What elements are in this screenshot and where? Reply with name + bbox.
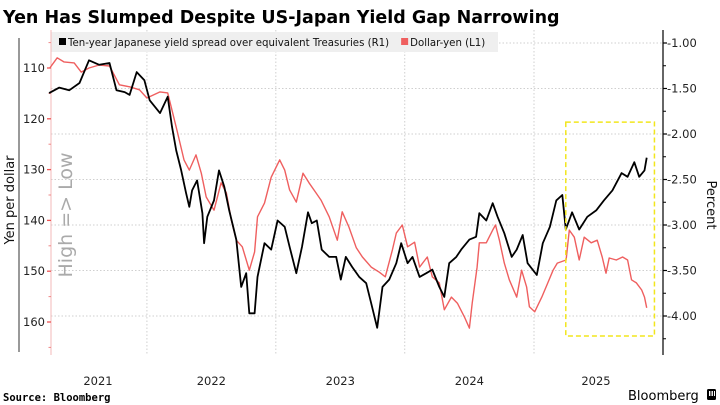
right-tick-label: -3.50: [667, 264, 697, 278]
right-axis-ticks: -1.00 -1.50 -2.00 -2.50 -3.00 -3.50 -4.00: [663, 36, 697, 340]
left-axis-annotation: High => Low: [55, 152, 77, 277]
x-tick-label: 2025: [581, 374, 610, 388]
right-tick-label: -1.50: [667, 82, 697, 96]
left-axis-label: Yen per dollar: [3, 155, 18, 246]
left-tick-label: 110: [23, 61, 45, 75]
grid: [51, 30, 663, 355]
series-line-yield-spread: [48, 59, 648, 329]
x-tick-label: 2024: [455, 374, 484, 388]
right-tick-label: -3.00: [667, 218, 697, 232]
left-tick-label: 150: [23, 264, 45, 278]
x-tick-label: 2022: [197, 374, 226, 388]
legend-label-spread: Ten-year Japanese yield spread over equi…: [67, 38, 389, 49]
bloomberg-terminal-icon: [707, 389, 716, 400]
right-tick-label: -1.00: [667, 36, 697, 50]
right-tick-label: -2.50: [667, 173, 697, 187]
source-note: Source: Bloomberg: [3, 392, 110, 404]
x-axis-ticks: 2021 2022 2023 2024 2025: [83, 374, 610, 388]
series-group: [48, 57, 648, 329]
legend: Ten-year Japanese yield spread over equi…: [51, 32, 498, 52]
legend-background: [51, 32, 498, 52]
left-axis-ticks: 110 120 130 140 150 160: [23, 42, 51, 348]
right-tick-label: -2.00: [667, 127, 697, 141]
legend-swatch-dollar-yen: [401, 38, 409, 45]
left-tick-label: 120: [23, 112, 45, 126]
right-tick-label: -4.00: [667, 309, 697, 323]
highlight-group: [565, 121, 656, 337]
highlight-box: [565, 121, 656, 337]
legend-label-dollar-yen: Dollar-yen (L1): [410, 38, 485, 49]
x-tick-label: 2021: [83, 374, 112, 388]
left-tick-label: 130: [23, 163, 45, 177]
left-tick-label: 140: [23, 213, 45, 227]
left-tick-label: 160: [23, 315, 45, 329]
chart-title: Yen Has Slumped Despite US-Japan Yield G…: [2, 8, 560, 28]
x-tick-label: 2023: [326, 374, 355, 388]
bloomberg-logo: Bloomberg: [628, 389, 699, 404]
legend-swatch-spread: [59, 38, 66, 45]
series-line-dollar-yen: [49, 57, 648, 329]
right-axis-label: Percent: [703, 181, 718, 230]
